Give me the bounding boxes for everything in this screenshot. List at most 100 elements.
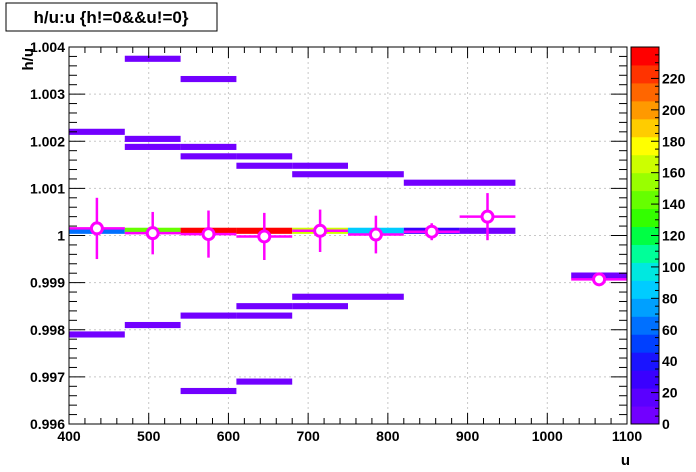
colorbar-tick-label: 140 — [662, 196, 686, 212]
colorbar-segment — [631, 47, 659, 66]
profile-point — [236, 212, 293, 261]
profile-marker — [145, 226, 160, 241]
colorbar-segment — [631, 244, 659, 263]
colorbar-segment — [631, 226, 659, 245]
y-tick-label: 1.004 — [30, 39, 65, 55]
profile-point — [459, 193, 516, 241]
colorbar-segment — [631, 370, 659, 389]
y-tick-label: 0.998 — [30, 322, 65, 338]
colorbar-segment — [631, 154, 659, 174]
colorbar-tick-label: 100 — [662, 259, 686, 275]
x-tick-label: 700 — [296, 428, 320, 444]
x-tick-label: 1100 — [612, 428, 643, 444]
colorbar-segment — [631, 172, 659, 192]
colorbar-segment — [631, 118, 659, 138]
axes-layer: 400 500 600 700 800 900 1000 1100 0.996 0.997 0.99… — [30, 39, 642, 444]
heatmap-cell — [292, 171, 348, 178]
colorbar-segment — [631, 280, 659, 299]
profile-marker — [592, 272, 607, 287]
heatmap-cell — [124, 135, 181, 142]
heatmap-cell — [124, 143, 181, 150]
heatmap-cell — [236, 378, 293, 385]
heatmap-cell — [180, 153, 237, 160]
heatmap-cell — [180, 75, 237, 83]
profile-point — [348, 215, 404, 254]
colorbar-tick-label: 40 — [662, 353, 678, 369]
x-tick-label: 1000 — [532, 428, 563, 444]
colorbar-segment — [631, 298, 659, 317]
x-tick-label: 400 — [57, 428, 81, 444]
colorbar-segment — [631, 82, 659, 102]
colorbar-segment — [631, 334, 659, 353]
profile-marker — [480, 209, 495, 224]
colorbar-tick-label: 80 — [662, 290, 678, 306]
profile-point — [180, 210, 237, 258]
colorbar-tick-label: 120 — [662, 228, 686, 244]
heatmap-cell — [403, 179, 516, 186]
colorbar-segment — [631, 64, 659, 84]
profile-marker — [368, 227, 383, 242]
x-tick-label: 900 — [456, 428, 480, 444]
colorbar: 0 20 40 60 80 100 120 140 160 180 200 220 — [630, 46, 686, 432]
heatmap-cell — [236, 303, 293, 310]
grid-layer — [69, 47, 627, 424]
y-tick-label: 0.999 — [30, 275, 65, 291]
chart-title: h/u:u {h!=0&&u!=0} — [34, 8, 189, 27]
heatmap-cell — [292, 293, 348, 300]
heatmap-cell — [236, 312, 293, 319]
y-tick-label: 1.003 — [30, 86, 65, 102]
x-tick-label: 600 — [217, 428, 241, 444]
profile-point — [69, 197, 125, 260]
profile-point — [292, 209, 348, 252]
colorbar-tick-label: 160 — [662, 165, 686, 181]
y-tick-label: 0.996 — [30, 416, 65, 432]
profile-marker — [313, 223, 328, 238]
heatmap-cell — [236, 153, 293, 160]
profile-marker — [424, 224, 439, 239]
heatmap-cell — [124, 55, 181, 62]
colorbar-segment — [631, 136, 659, 156]
profile-marker — [89, 221, 104, 236]
colorbar-segment — [631, 352, 659, 371]
colorbar-tick-label: 220 — [662, 70, 686, 86]
colorbar-tick-label: 180 — [662, 133, 686, 149]
colorbar-segment — [631, 190, 659, 210]
heatmap-cell — [180, 143, 237, 150]
colorbar-segment — [631, 388, 659, 407]
x-axis-label: u — [621, 452, 630, 469]
colorbar-tick-label: 60 — [662, 322, 678, 338]
colorbar-segment — [631, 100, 659, 120]
y-tick-label: 0.997 — [30, 369, 65, 385]
chart-title-box: h/u:u {h!=0&&u!=0} — [5, 2, 218, 32]
profile-point — [124, 211, 181, 255]
colorbar-tick-label: 0 — [662, 416, 670, 432]
heatmap-cell — [348, 293, 404, 300]
colorbar-segment — [631, 262, 659, 281]
colorbar-segment — [631, 208, 659, 228]
colorbar-segment — [631, 406, 659, 425]
colorbar-tick-label: 20 — [662, 385, 678, 401]
heatmap-cell — [69, 128, 125, 135]
x-tick-label: 500 — [137, 428, 161, 444]
y-axis-label: h/u — [20, 48, 37, 71]
y-tick-label: 1.002 — [30, 133, 65, 149]
y-tick-label: 1 — [57, 228, 65, 244]
heatmap-cell — [292, 162, 348, 169]
heatmap-cell — [292, 303, 348, 310]
x-tick-label: 800 — [376, 428, 400, 444]
heatmap-cell — [348, 171, 404, 178]
colorbar-segment — [631, 316, 659, 335]
profile-marker — [257, 229, 272, 244]
profile-point — [571, 272, 627, 287]
heatmap-cell — [180, 312, 237, 319]
y-tick-label: 1.001 — [30, 180, 65, 196]
colorbar-tick-label: 200 — [662, 102, 686, 118]
heatmap-cell — [236, 162, 293, 169]
heatmap-cell — [124, 321, 181, 329]
profile-marker — [201, 227, 216, 242]
profile-points — [69, 193, 627, 287]
heatmap-cell — [69, 331, 125, 338]
profile-point — [403, 223, 460, 241]
